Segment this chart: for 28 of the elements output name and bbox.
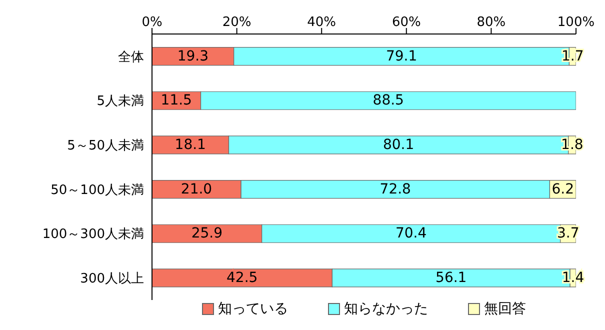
data-label: 6.2 (552, 181, 574, 198)
data-label: 42.5 (226, 270, 258, 286)
data-label: 18.1 (174, 136, 206, 153)
data-label: 70.4 (395, 226, 427, 242)
x-tick-label: 40% (307, 15, 336, 30)
x-tick-label: 20% (222, 15, 252, 30)
y-tick-label: 50～100人未満 (50, 182, 144, 198)
y-tick-label: 300人以上 (80, 271, 144, 286)
y-tick-label: 全体 (118, 50, 144, 65)
y-tick-label: 5～50人未満 (67, 138, 144, 154)
y-tick-label: 5人未満 (96, 94, 144, 110)
x-tick-label: 80% (476, 15, 506, 30)
data-label: 72.8 (380, 181, 411, 198)
data-label: 11.5 (160, 92, 192, 109)
data-label: 88.5 (372, 92, 404, 109)
data-label: 79.1 (386, 48, 418, 64)
legend-label: 知らなかった (343, 300, 428, 318)
data-label: 80.1 (382, 136, 414, 153)
legend-label: 知っている (217, 300, 288, 318)
y-tick-label: 100～300人未満 (42, 227, 144, 242)
legend-label: 無回答 (483, 300, 526, 318)
x-tick-label: 100% (557, 15, 595, 30)
data-label: 19.3 (177, 48, 208, 64)
data-label: 21.0 (180, 181, 212, 198)
data-label: 25.9 (191, 226, 222, 242)
data-label: 56.1 (436, 270, 467, 286)
x-tick-label: 0% (142, 15, 162, 30)
x-tick-label: 60% (392, 15, 421, 30)
